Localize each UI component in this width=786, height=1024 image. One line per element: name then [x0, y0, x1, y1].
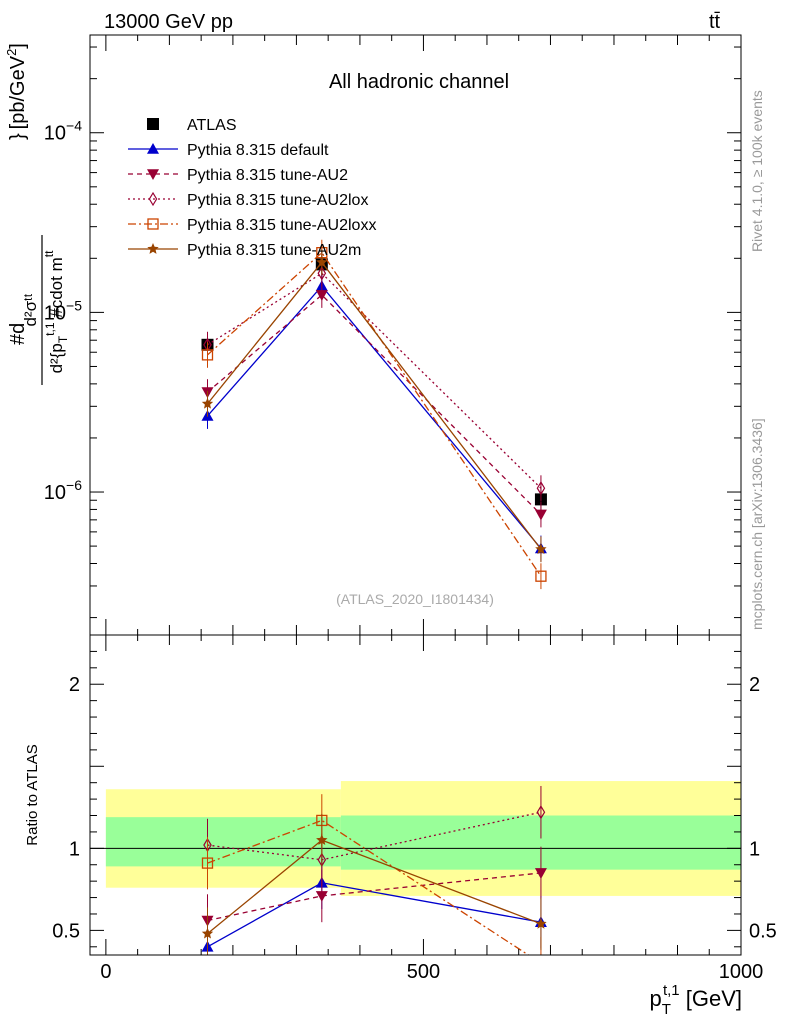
ratio-point — [534, 868, 547, 879]
ratio-point — [201, 927, 214, 939]
series-0 — [201, 251, 547, 513]
series-line — [207, 251, 542, 577]
x-axis-label: pTt,1 [GeV] — [650, 982, 742, 1018]
data-point — [201, 349, 214, 361]
series-4 — [201, 239, 547, 590]
legend-label: Pythia 8.315 default — [187, 142, 329, 159]
series-3 — [203, 260, 546, 502]
legend-label: Pythia 8.315 tune-AU2 — [187, 167, 348, 184]
main-panel: All hadronic channel (ATLAS_2020_I180143… — [44, 34, 742, 636]
ratio-tick-label-right: 0.5 — [749, 920, 777, 942]
ratio-point — [535, 917, 547, 929]
ratio-band-inner — [105, 817, 341, 867]
data-point — [201, 397, 214, 409]
mcplots-label: mcplots.cern.ch [arXiv:1306.3436] — [749, 418, 765, 630]
legend-marker — [147, 243, 159, 254]
legend-label: ATLAS — [187, 117, 237, 134]
series-line — [207, 285, 542, 549]
legend-marker — [147, 143, 159, 154]
x-axis: 0 500 1000 — [100, 35, 763, 983]
svg-text:#d: #d — [7, 323, 29, 345]
ratio-tick-label: 1 — [69, 838, 80, 860]
xlabel-main: p — [650, 986, 662, 1011]
series-1 — [201, 273, 547, 562]
ylabel-numerator: d²σᵗᵗ — [21, 293, 40, 326]
data-point — [534, 509, 547, 521]
header-right: tt̄ — [709, 11, 721, 33]
legend-label: Pythia 8.315 tune-AU2loxx — [187, 217, 376, 234]
ylabel-den-rest-sup: tt — [42, 250, 56, 257]
legend-label: Pythia 8.315 tune-AU2lox — [187, 192, 368, 209]
x-tick-label: 500 — [407, 961, 440, 983]
ylabel-brace: } — [7, 133, 29, 140]
ratio-series-5 — [201, 813, 547, 955]
series-2 — [201, 282, 547, 528]
data-point — [317, 266, 327, 281]
svg-text:}[pb/GeV2]: } [pb/GeV2] — [4, 43, 29, 140]
y-tick-label: 10−6 — [44, 477, 82, 504]
series-line — [207, 294, 542, 515]
ylabel-den-sup: t,1 — [43, 322, 57, 336]
legend: ATLAS Pythia 8.315 default Pythia 8.315 tu… — [128, 117, 376, 259]
ratio-point — [316, 834, 328, 845]
y-axis-label-units: } [pb/GeV2] — [4, 43, 29, 140]
data-point — [536, 481, 546, 496]
ratio-frame — [89, 634, 742, 956]
ratio-point — [536, 958, 546, 968]
analysis-tag: (ATLAS_2020_I1801434) — [336, 591, 494, 607]
ylabel-denominator: d²{p — [47, 343, 66, 373]
ylabel-units: [pb/GeV — [7, 55, 29, 129]
series-line — [207, 272, 542, 489]
series-5 — [201, 249, 547, 563]
legend-marker — [148, 191, 158, 207]
ratio-point — [315, 891, 328, 902]
legend-marker — [147, 218, 159, 230]
main-y-axis: 10−4 10−5 10−6 — [44, 46, 741, 619]
legend-label: Pythia 8.315 tune-AU2m — [187, 242, 361, 259]
ratio-point — [201, 857, 214, 869]
rivet-label: Rivet 4.1.0, ≥ 100k events — [749, 90, 765, 252]
ratio-panel: 0.5 0.5 1 1 2 2 0 500 1000 — [52, 35, 777, 983]
ratio-y-axis: 0.5 0.5 1 1 2 2 — [52, 650, 777, 948]
header-left: 13000 GeV pp — [104, 11, 233, 33]
ratio-line — [207, 872, 542, 922]
ylabel-den-rest: #cdot m — [47, 257, 66, 322]
xlabel-unit: [GeV] — [680, 986, 742, 1011]
xlabel-sup: t,1 — [663, 982, 680, 999]
data-point — [535, 570, 547, 582]
svg-text:d²{pTt,1 #cdot mtt: d²{pTt,1 #cdot mtt — [42, 250, 70, 373]
data-point — [535, 543, 547, 555]
legend-marker — [147, 169, 159, 180]
data-point — [315, 290, 328, 301]
ratio-point — [536, 805, 546, 820]
data-point — [316, 256, 328, 268]
ratio-tick-label: 0.5 — [52, 920, 80, 942]
ratio-ylabel: Ratio to ATLAS — [24, 744, 41, 845]
y-axis-label-fraction: d²σᵗᵗ d²{pTt,1 #cdot mtt — [21, 235, 70, 385]
ratio-tick-label-right: 1 — [749, 838, 760, 860]
ylabel-den-sub: T — [56, 335, 70, 343]
y-axis-label: #d — [7, 323, 29, 345]
x-tick-label: 1000 — [719, 961, 764, 983]
ratio-tick-label: 2 — [69, 674, 80, 696]
y-tick-label: 10−4 — [44, 118, 82, 145]
ylabel-units-end: ] — [7, 43, 29, 49]
ylabel-left: #d — [7, 323, 29, 345]
ylabel-units-sup: 2 — [4, 49, 19, 56]
legend-marker — [147, 118, 159, 130]
y-tick-label: 10−5 — [44, 297, 82, 324]
xlabel-sub: T — [662, 1001, 671, 1018]
series-line — [206, 261, 542, 550]
x-tick-label: 0 — [100, 961, 111, 983]
chart-title: All hadronic channel — [329, 71, 509, 93]
ratio-tick-label-right: 2 — [749, 674, 760, 696]
